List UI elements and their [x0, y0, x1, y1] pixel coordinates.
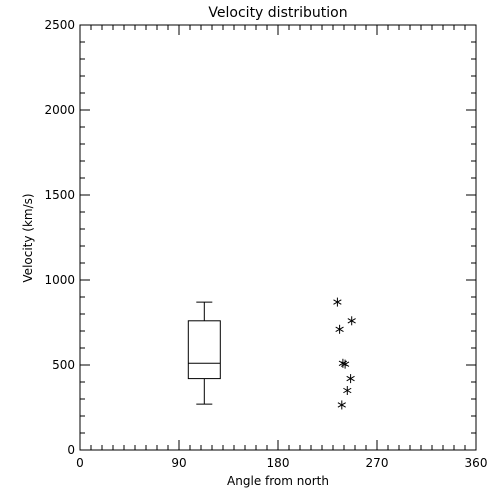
- x-tick-label: 90: [171, 456, 186, 470]
- y-tick-label: 1500: [44, 188, 75, 202]
- x-tick-label: 270: [366, 456, 389, 470]
- box-iqr: [187, 320, 221, 380]
- x-axis-label: Angle from north: [227, 474, 329, 488]
- y-tick-label: 500: [52, 358, 75, 372]
- axes-ticks: 0 90 180 270 360 0 500 1000 1500 2000 2500: [44, 18, 487, 470]
- y-tick-label: 2000: [44, 103, 75, 117]
- scatter-point: [335, 324, 344, 334]
- x-tick-label: 180: [267, 456, 290, 470]
- scatter-point: [340, 359, 350, 369]
- plot-frame: [79, 24, 477, 451]
- y-tick-label: 0: [67, 443, 75, 457]
- y-tick-label: 2500: [44, 18, 75, 32]
- chart-title: Velocity distribution: [208, 5, 347, 21]
- box-plot: [187, 301, 221, 405]
- x-tick-label: 0: [76, 456, 84, 470]
- x-tick-label: 360: [465, 456, 488, 470]
- scatter-point: [347, 316, 356, 326]
- y-tick-label: 1000: [44, 273, 75, 287]
- scatter-point: [346, 374, 355, 384]
- scatter-points: [333, 297, 356, 410]
- y-axis-label: Velocity (km/s): [21, 193, 35, 282]
- scatter-point: [343, 386, 352, 395]
- scatter-point: [333, 297, 342, 307]
- scatter-point: [337, 400, 346, 410]
